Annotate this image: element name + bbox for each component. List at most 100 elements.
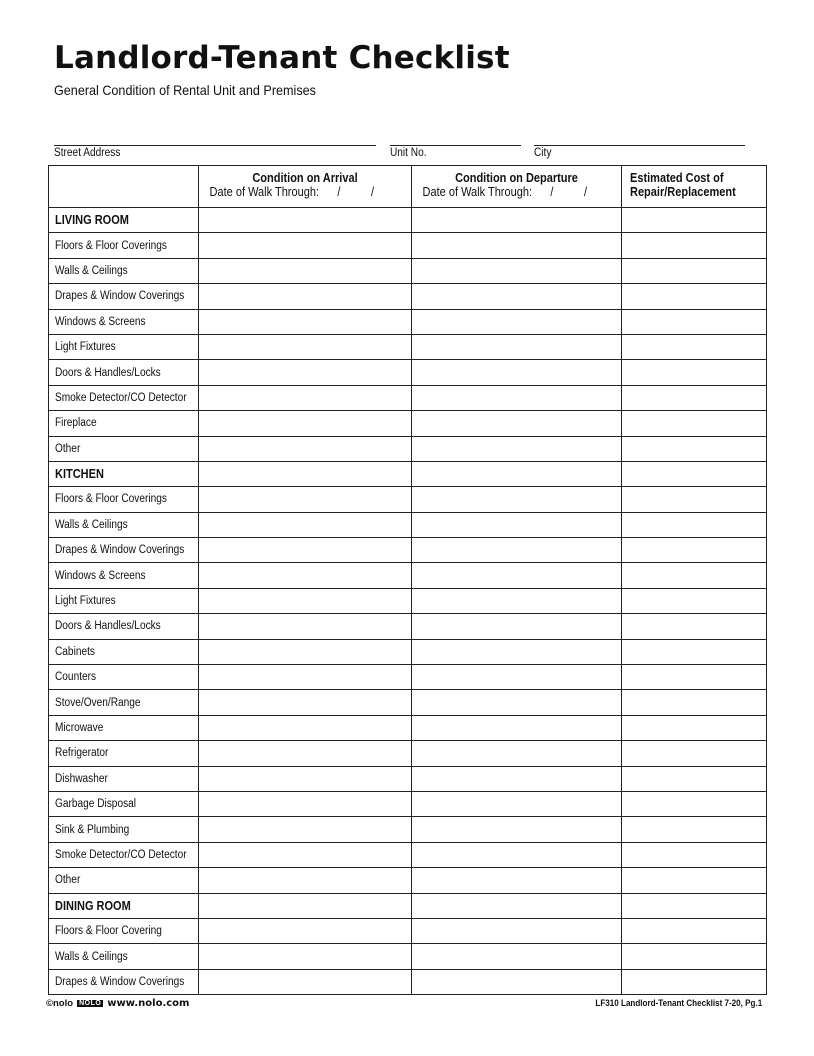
departure-cell[interactable] [411, 587, 622, 615]
cost-cell[interactable] [621, 740, 767, 767]
departure-cell[interactable] [411, 410, 622, 437]
cost-cell[interactable] [621, 638, 767, 666]
cost-cell[interactable] [621, 511, 767, 539]
cost-cell[interactable] [621, 308, 767, 335]
departure-cell[interactable] [411, 740, 622, 767]
arrival-cell[interactable] [198, 943, 412, 970]
departure-cell[interactable] [411, 537, 622, 564]
cost-cell[interactable] [621, 410, 767, 437]
arrival-date-field[interactable]: / / [337, 185, 375, 199]
cost-cell[interactable] [621, 664, 767, 691]
departure-cell[interactable] [411, 232, 622, 259]
cost-cell[interactable] [621, 359, 767, 386]
departure-cell[interactable] [411, 968, 622, 996]
arrival-cell[interactable] [198, 562, 412, 589]
cost-cell[interactable] [621, 816, 767, 843]
cost-cell[interactable] [621, 562, 767, 589]
departure-cell[interactable] [411, 765, 622, 792]
departure-cell[interactable] [411, 308, 622, 335]
cost-cell[interactable] [621, 537, 767, 564]
cost-cell[interactable] [621, 232, 767, 259]
departure-cell[interactable] [411, 638, 622, 666]
arrival-cell[interactable] [198, 816, 412, 843]
arrival-cell[interactable] [198, 587, 412, 615]
cost-cell[interactable] [621, 917, 767, 945]
arrival-cell[interactable] [198, 460, 412, 488]
arrival-cell[interactable] [198, 283, 412, 310]
cost-cell[interactable] [621, 790, 767, 818]
departure-cell[interactable] [411, 790, 622, 818]
arrival-cell[interactable] [198, 841, 412, 869]
cost-cell[interactable] [621, 765, 767, 792]
arrival-cell[interactable] [198, 740, 412, 767]
arrival-cell[interactable] [198, 511, 412, 539]
arrival-cell[interactable] [198, 790, 412, 818]
arrival-cell[interactable] [198, 435, 412, 462]
arrival-cell[interactable] [198, 765, 412, 792]
cost-cell[interactable] [621, 714, 767, 742]
departure-cell[interactable] [411, 664, 622, 691]
arrival-cell[interactable] [198, 486, 412, 513]
cost-cell[interactable] [621, 613, 767, 640]
departure-cell[interactable] [411, 689, 622, 716]
departure-cell[interactable] [411, 816, 622, 843]
cost-cell[interactable] [621, 206, 767, 234]
arrival-cell[interactable] [198, 689, 412, 716]
arrival-cell[interactable] [198, 410, 412, 437]
arrival-cell[interactable] [198, 308, 412, 335]
cost-cell[interactable] [621, 257, 767, 285]
departure-cell[interactable] [411, 867, 622, 894]
arrival-cell[interactable] [198, 714, 412, 742]
arrival-cell[interactable] [198, 917, 412, 945]
arrival-cell[interactable] [198, 359, 412, 386]
cost-cell[interactable] [621, 435, 767, 462]
departure-cell[interactable] [411, 384, 622, 412]
cost-cell[interactable] [621, 689, 767, 716]
city-field[interactable] [534, 145, 745, 146]
cost-cell[interactable] [621, 943, 767, 970]
arrival-cell[interactable] [198, 333, 412, 361]
departure-cell[interactable] [411, 892, 622, 919]
arrival-cell[interactable] [198, 384, 412, 412]
departure-cell[interactable] [411, 333, 622, 361]
departure-cell[interactable] [411, 917, 622, 945]
departure-cell[interactable] [411, 714, 622, 742]
departure-cell[interactable] [411, 486, 622, 513]
cost-cell[interactable] [621, 333, 767, 361]
departure-cell[interactable] [411, 841, 622, 869]
cost-cell[interactable] [621, 283, 767, 310]
arrival-cell[interactable] [198, 892, 412, 919]
unit-number-field[interactable] [390, 145, 521, 146]
cost-cell[interactable] [621, 587, 767, 615]
street-address-field[interactable] [54, 145, 376, 146]
arrival-cell[interactable] [198, 257, 412, 285]
cost-cell[interactable] [621, 892, 767, 919]
departure-cell[interactable] [411, 511, 622, 539]
arrival-cell[interactable] [198, 206, 412, 234]
departure-cell[interactable] [411, 613, 622, 640]
arrival-cell[interactable] [198, 613, 412, 640]
departure-cell[interactable] [411, 283, 622, 310]
departure-cell[interactable] [411, 460, 622, 488]
cost-cell[interactable] [621, 841, 767, 869]
cost-cell[interactable] [621, 968, 767, 996]
departure-cell[interactable] [411, 206, 622, 234]
arrival-cell[interactable] [198, 232, 412, 259]
arrival-cell[interactable] [198, 867, 412, 894]
departure-cell[interactable] [411, 562, 622, 589]
arrival-cell[interactable] [198, 664, 412, 691]
departure-cell[interactable] [411, 359, 622, 386]
departure-cell[interactable] [411, 435, 622, 462]
nolo-url[interactable]: www.nolo.com [107, 998, 190, 1009]
item-label: Floors & Floor Covering [48, 917, 199, 945]
arrival-cell[interactable] [198, 968, 412, 996]
departure-cell[interactable] [411, 257, 622, 285]
arrival-cell[interactable] [198, 638, 412, 666]
arrival-cell[interactable] [198, 537, 412, 564]
cost-cell[interactable] [621, 486, 767, 513]
departure-date-field[interactable]: / / [550, 185, 588, 199]
cost-cell[interactable] [621, 460, 767, 488]
cost-cell[interactable] [621, 384, 767, 412]
departure-cell[interactable] [411, 943, 622, 970]
cost-cell[interactable] [621, 867, 767, 894]
